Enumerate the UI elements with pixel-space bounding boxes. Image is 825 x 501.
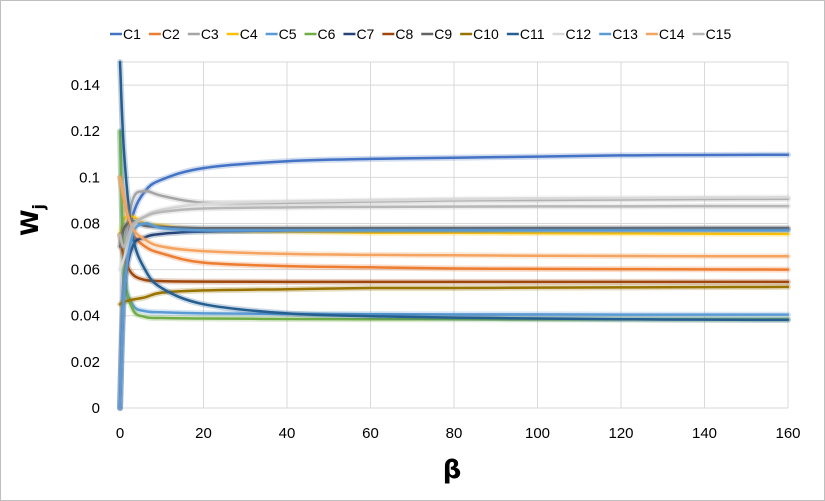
y-tick-label: 0 <box>92 400 100 417</box>
series-line-c4 <box>118 214 790 237</box>
gridlines <box>119 61 789 409</box>
y-axis-title: Wj <box>16 204 48 236</box>
series-line-c9 <box>118 219 790 248</box>
legend-label-c15: C15 <box>706 26 732 42</box>
x-tick-label: 60 <box>362 425 379 442</box>
x-axis-ticks: 0 20 40 60 80 100 120 140 160 <box>116 425 801 442</box>
legend-label-c7: C7 <box>356 26 374 42</box>
series-line-c14 <box>118 176 790 258</box>
x-tick-label: 120 <box>608 425 633 442</box>
y-tick-label: 0.04 <box>71 308 100 325</box>
x-tick-label: 20 <box>195 425 212 442</box>
x-tick-label: 80 <box>446 425 463 442</box>
legend-label-c8: C8 <box>395 26 413 42</box>
series-line-c15 <box>118 204 790 248</box>
series-lines <box>117 59 791 411</box>
y-tick-label: 0.08 <box>71 215 100 232</box>
x-tick-label: 140 <box>692 425 717 442</box>
legend-label-c11: C11 <box>520 26 545 42</box>
y-tick-label: 0.02 <box>71 354 100 371</box>
x-tick-label: 160 <box>775 425 800 442</box>
x-axis-title: β <box>443 455 462 485</box>
y-axis-title-subscript: j <box>29 204 48 210</box>
x-tick-label: 40 <box>279 425 296 442</box>
legend-label-c4: C4 <box>240 26 258 42</box>
x-tick-label: 0 <box>116 425 124 442</box>
series-line-c13 <box>118 222 790 410</box>
series-line-c2 <box>118 176 790 271</box>
legend-label-c6: C6 <box>318 26 336 42</box>
legend-label-c13: C13 <box>612 26 638 42</box>
legend-label-c1: C1 <box>123 26 141 42</box>
y-axis-ticks: 0 0.02 0.04 0.06 0.08 0.1 0.12 0.14 <box>71 77 100 417</box>
x-tick-label: 100 <box>525 425 550 442</box>
y-tick-label: 0.12 <box>71 123 100 140</box>
y-tick-label: 0.14 <box>71 77 100 94</box>
y-tick-label: 0.06 <box>71 262 100 279</box>
y-axis-title-main: W <box>16 210 44 236</box>
legend-label-c3: C3 <box>201 26 219 42</box>
y-tick-label: 0.1 <box>79 169 100 186</box>
series-line-c8 <box>118 233 790 284</box>
legend: C1 C2 C3 C4 C5 C6 C7 C8 C9 C10 C11 C12 C13 C14 C15 <box>110 26 731 42</box>
legend-label-c10: C10 <box>473 26 499 42</box>
legend-label-c2: C2 <box>162 26 180 42</box>
legend-label-c14: C14 <box>659 26 685 42</box>
legend-label-c12: C12 <box>566 26 592 42</box>
series-line-c10 <box>118 285 790 306</box>
legend-label-c5: C5 <box>279 26 297 42</box>
legend-label-c9: C9 <box>434 26 452 42</box>
